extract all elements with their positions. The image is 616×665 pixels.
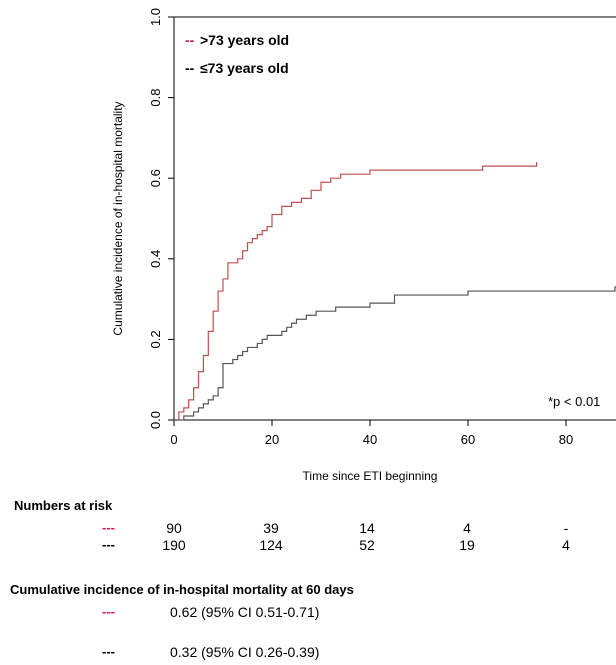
cumulative-value: 0.62 (95% CI 0.51-0.71)	[170, 604, 320, 620]
y-axis-label: Cumulative incidence of in-hospital mort…	[111, 101, 125, 335]
y-tick-label: 0.2	[148, 330, 163, 348]
y-tick-label: 0.4	[148, 250, 163, 268]
cumulative-row-marker: ---	[102, 604, 115, 619]
risk-value: 4	[463, 520, 471, 536]
legend-label: ≤73 years old	[200, 60, 289, 76]
risk-value: 14	[359, 520, 375, 536]
legend-swatch: --	[185, 60, 195, 76]
risk-value: 19	[459, 537, 475, 553]
x-tick-label: 20	[265, 432, 279, 447]
y-tick-label: 0.8	[148, 89, 163, 107]
cumulative-value: 0.32 (95% CI 0.26-0.39)	[170, 644, 320, 660]
x-axis-label: Time since ETI beginning	[303, 469, 438, 483]
y-tick-label: 1.0	[148, 8, 163, 26]
risk-value: 190	[162, 537, 186, 553]
x-tick-label: 80	[559, 432, 573, 447]
series-line-younger	[174, 286, 616, 421]
y-tick-label: 0.6	[148, 169, 163, 187]
risk-value: -	[563, 520, 569, 536]
x-tick-label: 0	[170, 432, 177, 447]
risk-value: 52	[359, 537, 375, 553]
series-line-older	[174, 162, 538, 421]
x-tick-label: 40	[363, 432, 377, 447]
legend-label: >73 years old	[200, 32, 289, 48]
p-value-annotation: *p < 0.01	[548, 394, 600, 409]
risk-value: 39	[263, 520, 279, 536]
km-chart: 0 20 40 60 80 0.0 0.2 0.4 0.6 0.8 1.0 Time since ET…	[111, 8, 616, 483]
risk-value: 90	[166, 520, 182, 536]
risk-row-marker: ---	[102, 537, 115, 552]
risk-value: 124	[259, 537, 283, 553]
cumulative-title: Cumulative incidence of in-hospital mort…	[10, 582, 354, 597]
risk-row-marker: ---	[102, 520, 115, 535]
cumulative-row-marker: ---	[102, 644, 115, 659]
risk-table-title: Numbers at risk	[14, 498, 113, 513]
x-tick-label: 60	[461, 432, 475, 447]
legend-swatch: --	[185, 32, 195, 48]
risk-value: 4	[562, 537, 570, 553]
plot-frame	[173, 16, 616, 421]
y-tick-label: 0.0	[148, 411, 163, 429]
